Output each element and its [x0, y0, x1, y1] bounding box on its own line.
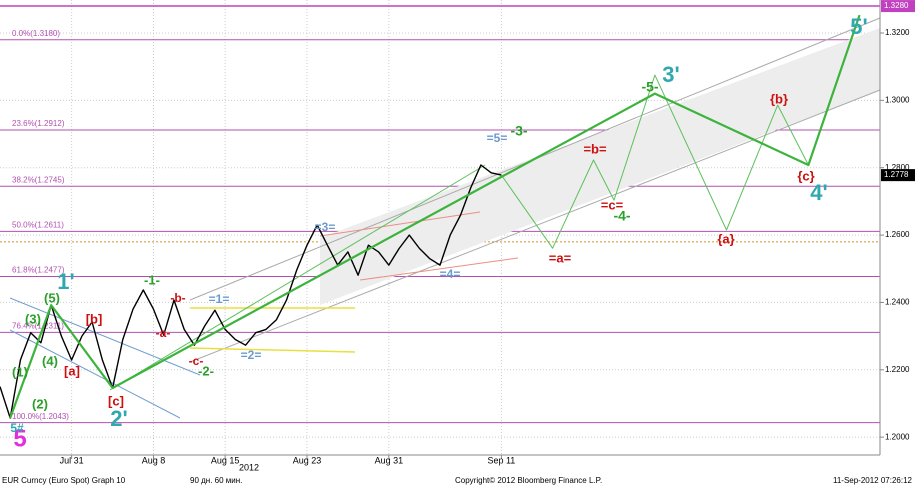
wave-label: 4'	[810, 180, 827, 205]
wave-label: =b=	[583, 141, 607, 156]
last-price-label: 1.2778	[884, 170, 909, 179]
channel-band	[320, 28, 880, 305]
y-tick-label: 1.2400	[885, 298, 910, 307]
series-line	[500, 15, 860, 249]
fib-label: 0.0%(1.3180)	[12, 29, 60, 38]
wave-label: -c-	[189, 354, 204, 368]
wave-label: 1'	[57, 269, 74, 294]
x-tick-label: Jul 31	[60, 455, 84, 465]
wave-label: -a-	[156, 326, 171, 340]
wave-label: -5-	[641, 79, 658, 95]
fib-label: 61.8%(1.2477)	[12, 266, 65, 275]
blue-trendline	[9, 329, 181, 419]
wave-label: -1-	[144, 272, 160, 287]
green-trendline	[109, 164, 486, 391]
x-tick-label: Sep 11	[487, 455, 515, 465]
y-tick-label: 1.2800	[885, 163, 910, 172]
x-tick-label: Aug 31	[375, 455, 404, 465]
wave-label: =3=	[315, 220, 336, 234]
y-tick-label: 1.2000	[885, 432, 910, 441]
wave-label: -4-	[613, 208, 630, 224]
wave-label: =5=	[487, 131, 508, 145]
footer-timestamp: 11-Sep-2012 07:26:12	[833, 476, 913, 485]
wave-label: =2=	[241, 348, 262, 362]
wave-label: -2-	[198, 363, 214, 378]
wave-label: (4)	[42, 353, 58, 368]
x-tick-label: Aug 8	[142, 455, 166, 465]
fib-label: 100.0%(1.2043)	[12, 412, 69, 421]
wave-label: 3'	[662, 62, 679, 87]
wave-label: (2)	[32, 396, 48, 411]
series-line	[0, 164, 502, 419]
footer-copyright: Copyright© 2012 Bloomberg Finance L.P.	[455, 476, 602, 485]
red-trendline	[359, 257, 519, 281]
footer-period: 90 дн. 60 мин.	[190, 476, 242, 485]
wave-label: (5)	[44, 290, 60, 305]
yellow-trendline	[189, 347, 356, 353]
wave-label: (3)	[25, 311, 41, 326]
upper-level-box	[881, 0, 915, 13]
year-label: 2012	[239, 462, 259, 472]
fib-label: 76.4%(1.2311)	[12, 322, 64, 331]
x-tick-label: Aug 15	[211, 455, 240, 465]
wave-label: -3-	[510, 123, 527, 139]
fib-label: 23.6%(1.2912)	[12, 119, 65, 128]
wave-label: 2'	[110, 406, 127, 431]
wave-label: =1=	[209, 292, 230, 306]
series-line	[9, 14, 861, 419]
data-layer: 0.0%(1.3180) 23.6%(1.2912) 38.2%(1.2745) 50…	[0, 0, 915, 452]
wave-label: -b-	[170, 291, 185, 305]
last-price-box	[881, 169, 915, 182]
y-tick-label: 1.3200	[885, 28, 910, 37]
wave-label: {c}	[797, 168, 814, 183]
wave-label: (1)	[12, 364, 28, 379]
wave-label: =a=	[549, 250, 572, 265]
y-tick-label: 1.3000	[885, 95, 910, 104]
wave-label: =c=	[601, 197, 624, 212]
wave-label: 5'	[850, 14, 867, 39]
wave-label: 5#	[10, 421, 24, 435]
upper-level-label: 1.3280	[884, 1, 909, 10]
y-tick-label: 1.2200	[885, 365, 910, 374]
x-tick-label: Aug 23	[293, 455, 322, 465]
wave-label: [b]	[86, 311, 103, 326]
red-trendline	[319, 211, 481, 237]
footer-security: EUR Curncy (Euro Spot) Graph 10	[2, 476, 126, 485]
fib-label: 50.0%(1.2611)	[12, 220, 64, 229]
wave-label: {a}	[717, 231, 734, 246]
wave-label: 5	[13, 425, 26, 452]
y-tick-label: 1.2600	[885, 230, 910, 239]
wave-label: =4=	[440, 267, 461, 281]
blue-trendline	[9, 297, 201, 376]
wave-label: [c]	[108, 393, 124, 408]
wave-label: [a]	[64, 363, 80, 378]
wave-label: {b}	[770, 91, 788, 106]
fib-label: 38.2%(1.2745)	[12, 175, 65, 184]
